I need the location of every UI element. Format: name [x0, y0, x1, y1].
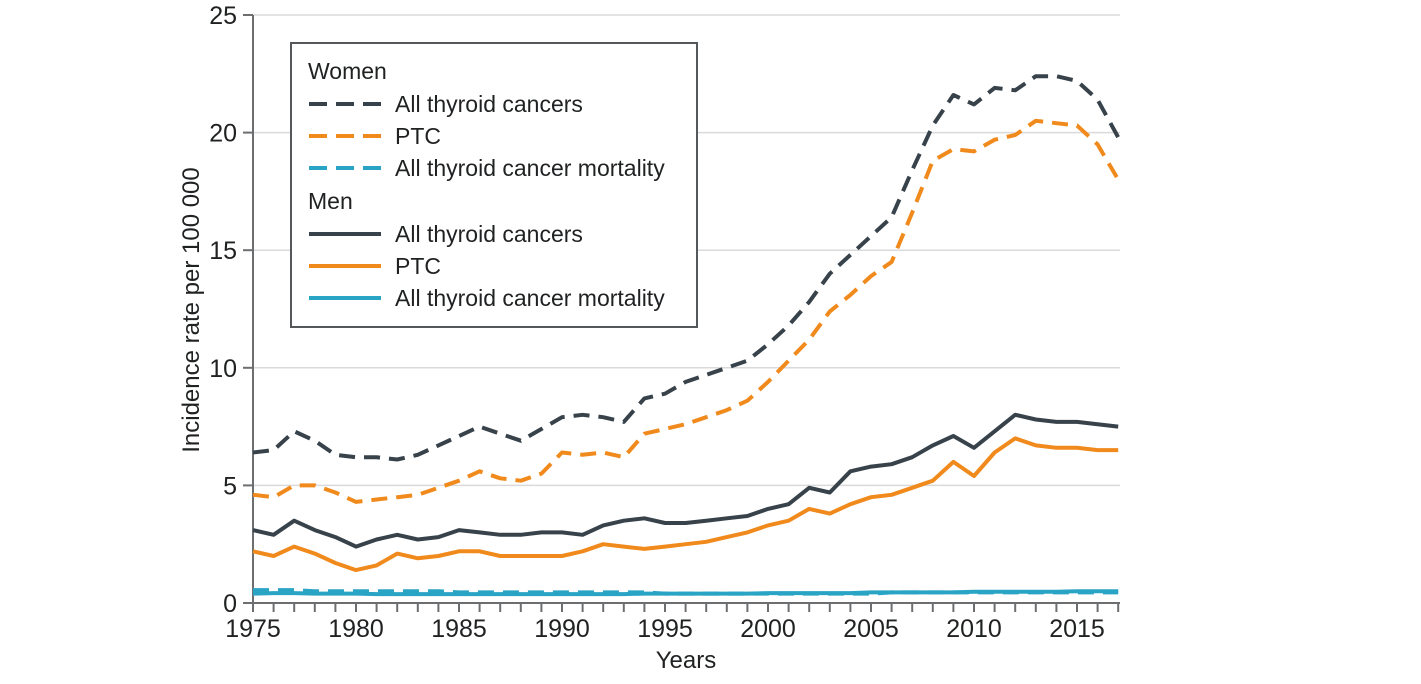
- legend-item-men-ptc: PTC: [308, 250, 686, 282]
- y-tick-label: 5: [223, 472, 237, 500]
- dashed-line-swatch-icon: [309, 102, 381, 106]
- legend-label: PTC: [395, 252, 441, 279]
- legend-group-title-women: Women: [308, 58, 387, 84]
- y-tick-label: 20: [209, 120, 237, 148]
- legend-item-men-mortality: All thyroid cancer mortality: [308, 282, 686, 314]
- solid-line-swatch-icon: [309, 296, 381, 300]
- legend-label: All thyroid cancers: [395, 90, 583, 117]
- legend-item-women-mortality: All thyroid cancer mortality: [308, 152, 686, 184]
- legend-item-women-all-thyroid-cancers: All thyroid cancers: [308, 88, 686, 120]
- x-tick-label: 1995: [637, 615, 693, 643]
- legend-item-women-ptc: PTC: [308, 120, 686, 152]
- legend-label: All thyroid cancers: [395, 220, 583, 247]
- series-line-women_all: [252, 74, 1120, 462]
- series-line-men_ptc: [252, 436, 1119, 573]
- legend-item-men-all-thyroid-cancers: All thyroid cancers: [308, 218, 686, 250]
- x-axis-title: Years: [656, 647, 717, 674]
- legend-group-title-men: Men: [308, 188, 353, 214]
- legend: Women All thyroid cancers PTC All thyroi…: [290, 42, 698, 328]
- y-tick-label: 15: [209, 237, 237, 265]
- x-tick-label: 2010: [946, 615, 1002, 643]
- legend-label: All thyroid cancer mortality: [395, 284, 665, 311]
- y-tick-label: 25: [209, 2, 237, 30]
- series-line-men_all: [252, 412, 1119, 549]
- legend-group-men: Men All thyroid cancers PTC All thyroid …: [308, 188, 686, 314]
- legend-label: PTC: [395, 122, 441, 149]
- x-tick-label: 1975: [225, 615, 281, 643]
- y-tick-label: 0: [223, 590, 237, 618]
- legend-group-women: Women All thyroid cancers PTC All thyroi…: [308, 58, 686, 184]
- series-line-women_ptc: [252, 118, 1120, 504]
- series-line-women_mort: [253, 588, 1119, 596]
- x-tick-label: 2005: [843, 615, 899, 643]
- x-tick-label: 1980: [328, 615, 384, 643]
- dashed-line-swatch-icon: [309, 166, 381, 170]
- solid-line-swatch-icon: [309, 232, 381, 236]
- legend-label: All thyroid cancer mortality: [395, 154, 665, 181]
- y-axis-title: Incidence rate per 100 000: [178, 167, 205, 453]
- x-tick-label: 1990: [534, 615, 590, 643]
- x-tick-label: 1985: [431, 615, 487, 643]
- y-tick-label: 10: [209, 355, 237, 383]
- x-tick-label: 2015: [1049, 615, 1105, 643]
- x-tick-label: 2000: [740, 615, 796, 643]
- dashed-line-swatch-icon: [309, 134, 381, 138]
- solid-line-swatch-icon: [309, 264, 381, 268]
